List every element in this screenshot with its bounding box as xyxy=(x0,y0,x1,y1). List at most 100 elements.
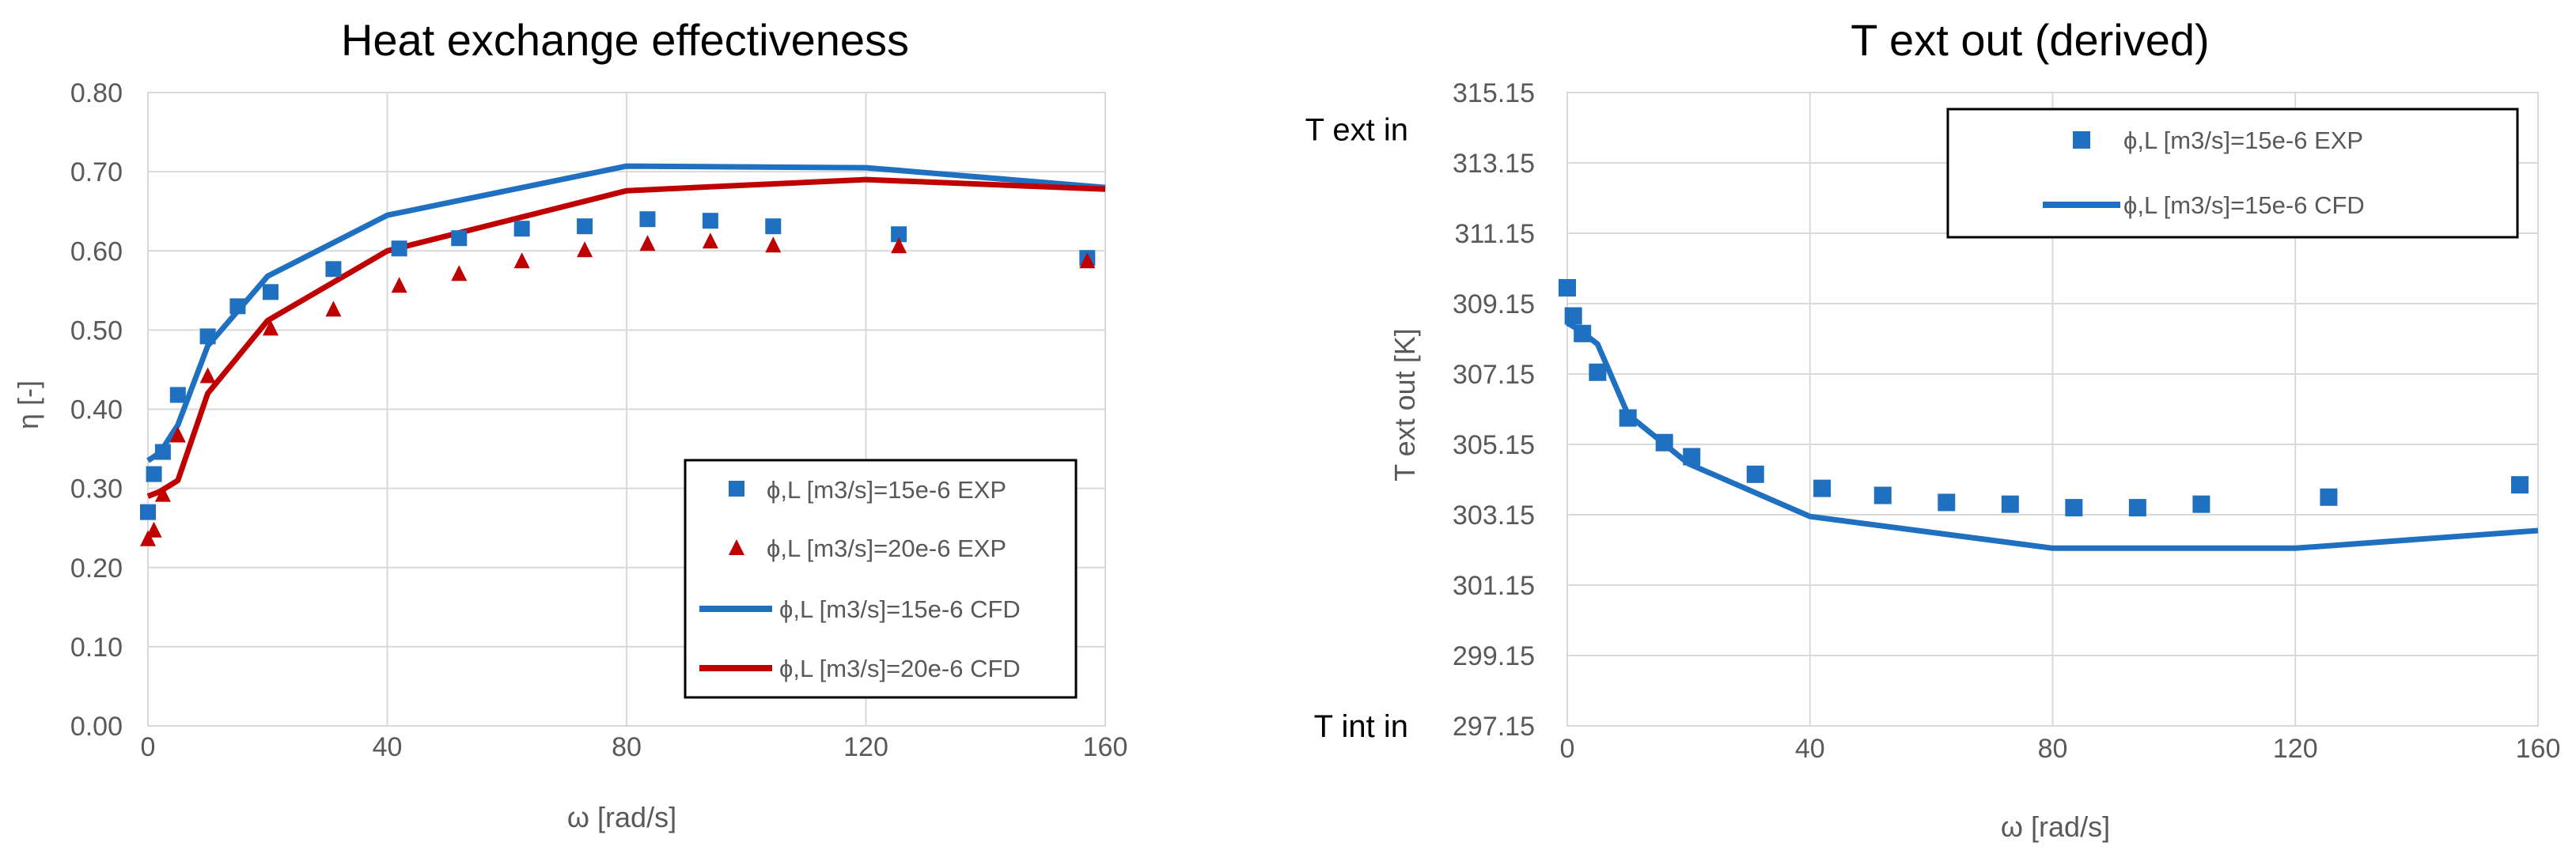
exp-square-point xyxy=(325,261,342,278)
exp-square-point xyxy=(891,226,907,243)
y-tick-label: 313.15 xyxy=(1453,149,1535,179)
exp-triangle-point xyxy=(325,300,342,317)
exp-square-point xyxy=(2192,495,2210,513)
exp-square-point xyxy=(154,444,171,460)
chart1-exp-markers xyxy=(140,211,1096,546)
y-tick-label: 0.60 xyxy=(70,236,123,266)
chart2-y-axis-label: T ext out [K] xyxy=(1388,328,1421,481)
exp-triangle-point xyxy=(154,485,171,502)
chart1-legend-label-20e6-exp: ϕ,L [m3/s]=20e-6 EXP xyxy=(767,535,1006,562)
x-tick-label: 160 xyxy=(1083,732,1128,762)
annotation-label: T ext in xyxy=(1305,113,1408,148)
y-tick-label: 303.15 xyxy=(1453,501,1535,531)
y-tick-label: 0.20 xyxy=(70,553,123,584)
chart1-legend: ϕ,L [m3/s]=15e-6 EXP ϕ,L [m3/s]=20e-6 EX… xyxy=(684,459,1078,699)
exp-square-point xyxy=(1683,448,1701,466)
chart2-y-tick-labels: 297.15 299.15 301.15 303.15 305.15 307.15 309.… xyxy=(1453,78,1535,742)
x-tick-label: 0 xyxy=(141,732,156,762)
exp-square-point xyxy=(2001,495,2019,513)
chart1-y-axis-label: η [-] xyxy=(12,380,44,429)
exp-square-point xyxy=(1564,307,1582,325)
chart1-legend-label-15e6-exp: ϕ,L [m3/s]=15e-6 EXP xyxy=(767,476,1006,504)
cfd-line-series-3 xyxy=(146,176,1106,499)
y-tick-label: 0.70 xyxy=(70,157,123,187)
y-tick-label: 0.80 xyxy=(70,78,123,108)
exp-triangle-point xyxy=(451,265,468,281)
y-tick-label: 309.15 xyxy=(1453,289,1535,319)
exp-triangle-point xyxy=(639,235,656,251)
x-tick-label: 80 xyxy=(612,732,642,762)
exp-square-point xyxy=(1746,465,1764,483)
exp-triangle-point xyxy=(263,319,279,336)
y-tick-label: 0.40 xyxy=(70,395,123,425)
y-tick-label: 311.15 xyxy=(1455,219,1535,249)
y-tick-label: 0.50 xyxy=(70,315,123,346)
exp-square-point xyxy=(1574,324,1592,342)
chart2-legend-box xyxy=(1946,108,2519,239)
y-tick-label: 301.15 xyxy=(1453,571,1535,601)
legend-square-marker xyxy=(729,481,744,497)
chart2-title: T ext out (derived) xyxy=(1851,15,2209,65)
exp-square-point xyxy=(451,230,468,247)
chart2-x-tick-labels: 0 40 80 120 160 xyxy=(1560,734,2561,764)
exp-triangle-point xyxy=(577,241,593,258)
x-tick-label: 160 xyxy=(2516,734,2561,764)
exp-square-point xyxy=(2128,499,2146,517)
exp-triangle-point xyxy=(702,232,718,249)
x-tick-label: 40 xyxy=(1795,734,1825,764)
exp-square-point xyxy=(140,504,156,520)
exp-square-point xyxy=(263,284,279,300)
exp-square-point xyxy=(1873,486,1892,504)
plot-area-frame xyxy=(1566,92,2539,727)
y-tick-label: 299.15 xyxy=(1453,641,1535,671)
exp-triangle-point xyxy=(391,277,407,293)
exp-triangle-point xyxy=(199,367,216,383)
exp-square-point xyxy=(1655,433,1673,451)
chart-heat-exchange-effectiveness: Heat exchange effectiveness 0.00 0.10 0.20… xyxy=(12,15,1127,833)
exp-square-point xyxy=(146,466,162,482)
exp-square-point xyxy=(229,298,246,315)
exp-square-point xyxy=(577,218,593,235)
chart-t-ext-out: T ext out (derived) 297.15 299.15 301.15 30… xyxy=(1305,15,2561,843)
y-tick-label: 307.15 xyxy=(1453,360,1535,390)
exp-triangle-point xyxy=(140,530,156,546)
exp-square-point xyxy=(391,240,407,257)
chart2-legend-label-15e6-exp: ϕ,L [m3/s]=15e-6 EXP xyxy=(2123,127,2363,154)
x-tick-label: 80 xyxy=(2038,734,2068,764)
y-tick-label: 0.30 xyxy=(70,474,123,504)
exp-triangle-point xyxy=(891,237,907,254)
x-tick-label: 120 xyxy=(843,732,888,762)
chart2-legend-label-15e6-cfd: ϕ,L [m3/s]=15e-6 CFD xyxy=(2123,191,2365,219)
exp-triangle-point xyxy=(765,236,782,253)
exp-square-point xyxy=(702,213,718,229)
exp-square-point xyxy=(1938,493,1956,512)
exp-triangle-point xyxy=(146,521,162,538)
chart2-legend: ϕ,L [m3/s]=15e-6 EXP ϕ,L [m3/s]=15e-6 CF… xyxy=(1946,108,2519,239)
plot-area-frame xyxy=(147,92,1106,727)
legend-square-marker xyxy=(2073,131,2090,149)
chart2-x-axis-label: ω [rad/s] xyxy=(2001,810,2110,843)
exp-triangle-point xyxy=(1079,252,1096,269)
exp-square-point xyxy=(2065,499,2083,517)
chart1-x-axis-label: ω [rad/s] xyxy=(567,801,676,833)
exp-square-point xyxy=(2510,476,2529,494)
exp-triangle-point xyxy=(169,426,186,443)
chart2-exp-markers xyxy=(1559,278,2529,517)
legend-triangle-marker xyxy=(729,539,744,555)
x-tick-label: 0 xyxy=(1560,734,1575,764)
chart1-x-tick-labels: 0 40 80 120 160 xyxy=(141,732,1128,762)
exp-square-point xyxy=(1619,409,1637,427)
y-tick-label: 315.15 xyxy=(1453,78,1535,108)
exp-square-point xyxy=(1559,278,1576,297)
exp-square-point xyxy=(2320,488,2338,506)
y-tick-label: 305.15 xyxy=(1453,430,1535,460)
y-tick-label: 297.15 xyxy=(1453,712,1535,742)
exp-square-point xyxy=(169,387,186,403)
chart1-y-tick-labels: 0.00 0.10 0.20 0.30 0.40 0.50 0.60 0.70 0.80 xyxy=(70,78,123,742)
y-tick-label: 0.00 xyxy=(70,712,123,742)
exp-triangle-point xyxy=(513,252,530,269)
exp-square-point xyxy=(199,328,216,345)
x-tick-label: 120 xyxy=(2273,734,2318,764)
chart1-legend-label-15e6-cfd: ϕ,L [m3/s]=15e-6 CFD xyxy=(779,595,1021,623)
